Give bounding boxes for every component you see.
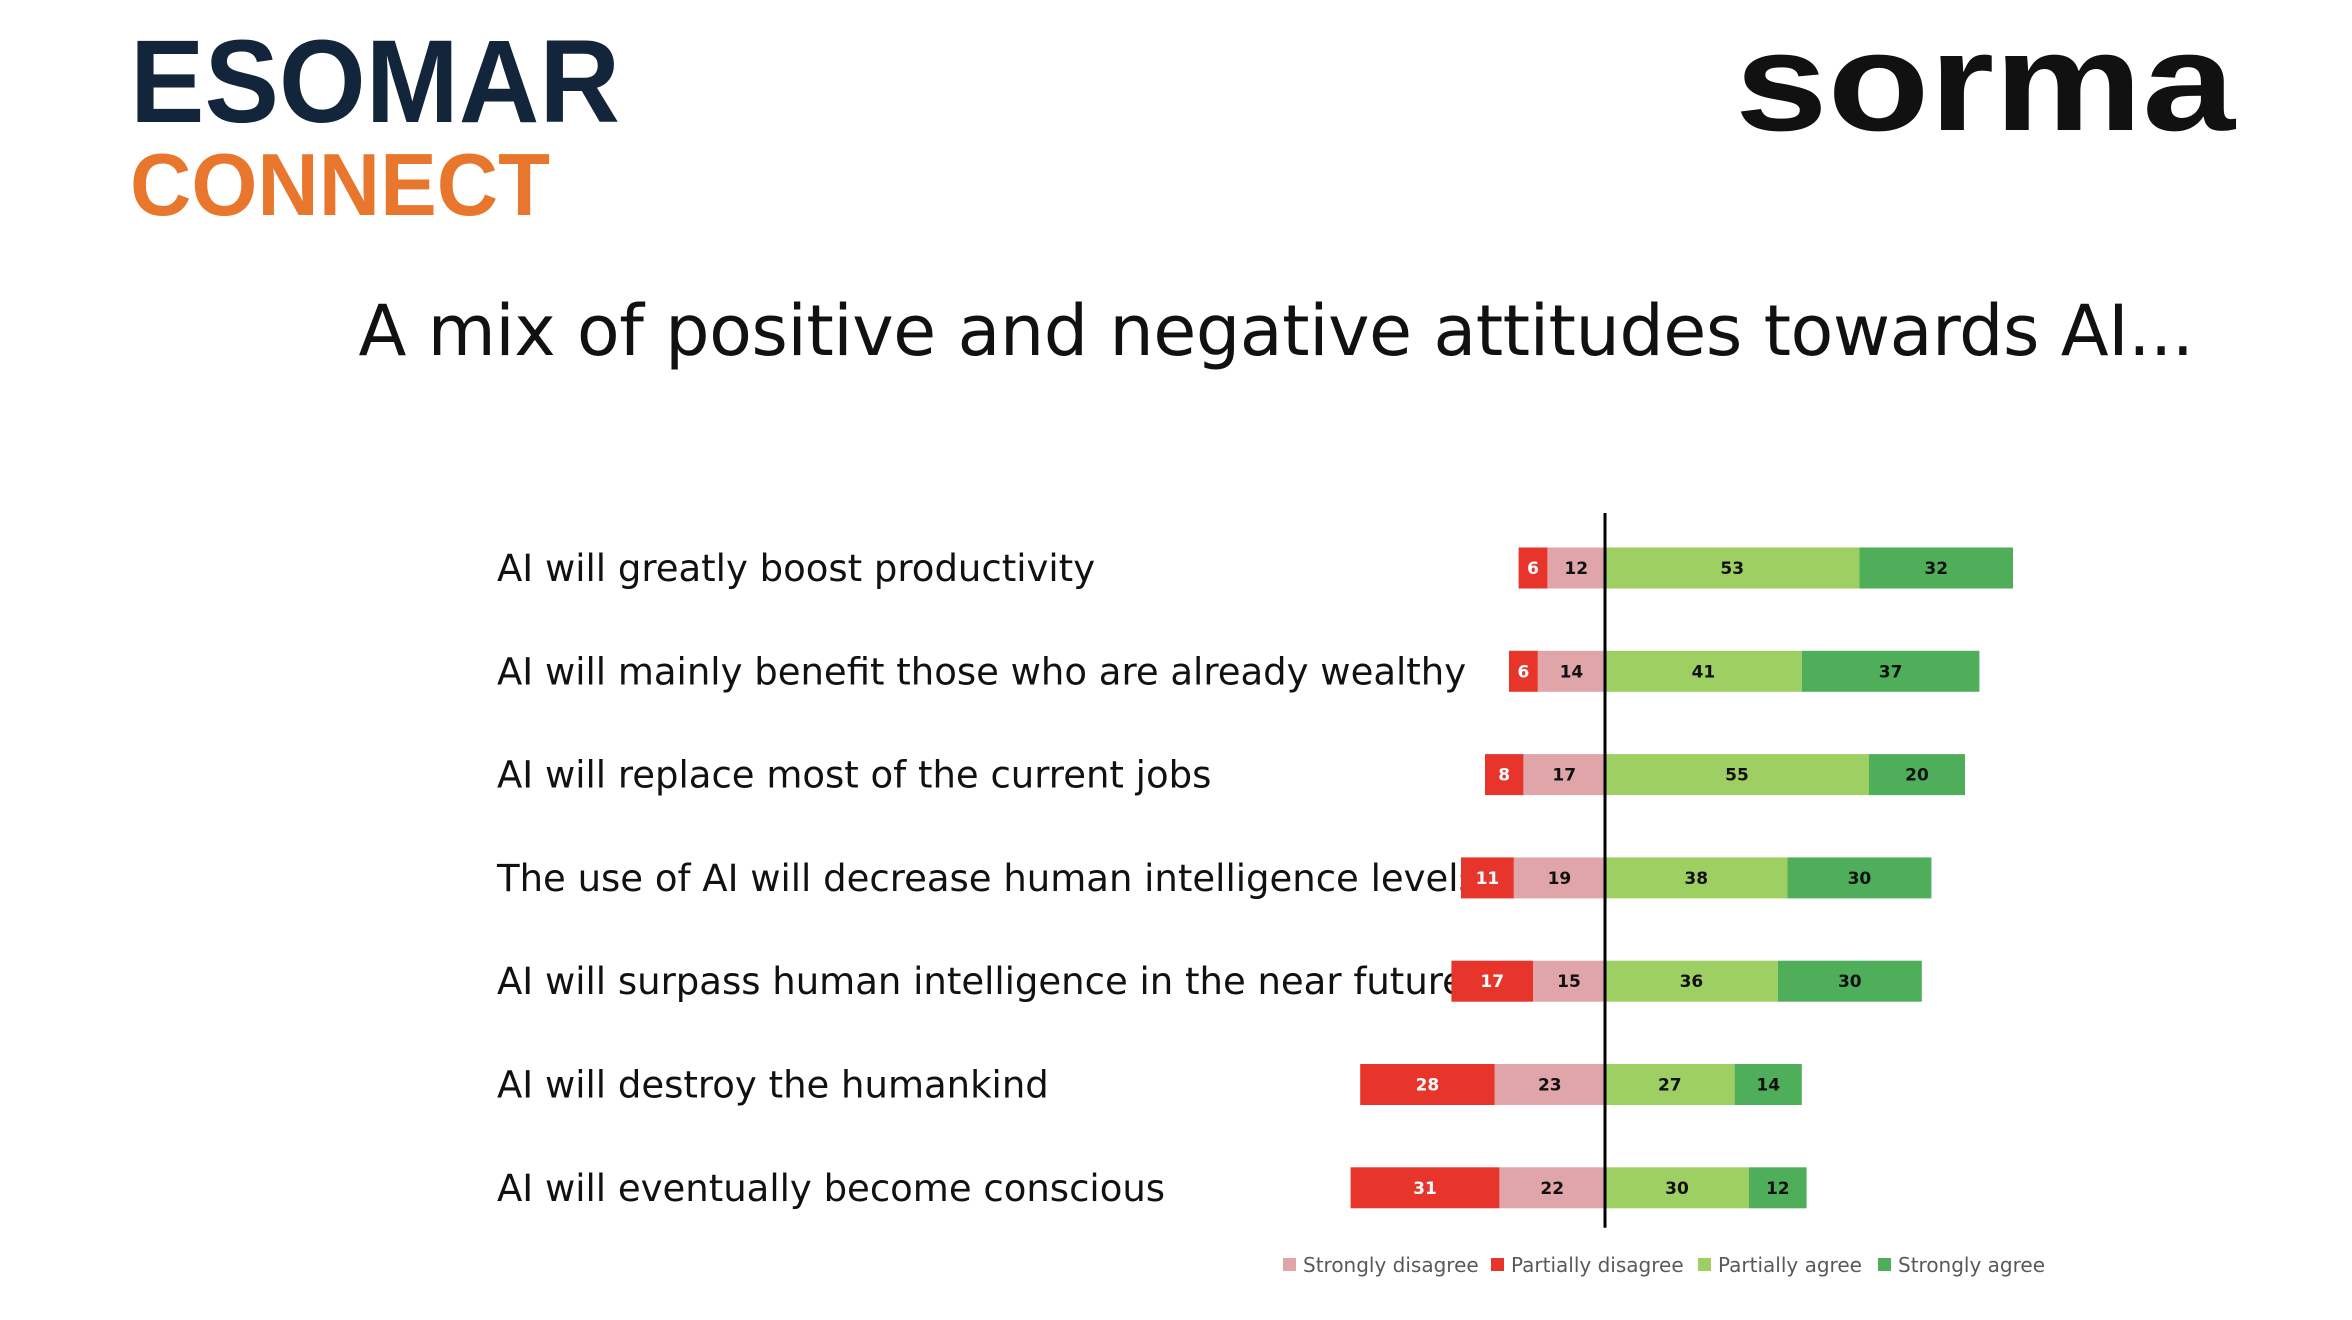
legend-swatch — [1878, 1258, 1891, 1271]
bar-strongly-disagree — [1494, 1064, 1605, 1105]
bar-partially-agree — [1605, 1167, 1749, 1209]
bar-partially-disagree — [1518, 547, 1548, 589]
data-label: 32 — [1924, 559, 1948, 579]
category-label: The use of AI will decrease human intell… — [496, 857, 1478, 900]
logo-sorma-text: sorma — [1735, 30, 2236, 160]
data-label: 37 — [1879, 662, 1903, 682]
bar-strongly-disagree — [1523, 754, 1605, 796]
data-label: 17 — [1480, 972, 1504, 992]
legend-swatch — [1491, 1258, 1504, 1271]
category-label: AI will mainly benefit those who are alr… — [497, 650, 1466, 693]
bar-strongly-disagree — [1537, 650, 1605, 692]
bar-partially-agree — [1605, 754, 1869, 796]
data-label: 30 — [1838, 972, 1862, 992]
data-label: 8 — [1498, 766, 1510, 786]
data-label: 19 — [1548, 869, 1572, 889]
data-label: 15 — [1557, 972, 1581, 992]
bar-partially-disagree — [1485, 754, 1524, 796]
data-label: 38 — [1684, 869, 1708, 889]
legend-label: Strongly disagree — [1303, 1253, 1479, 1277]
category-label: AI will eventually become conscious — [497, 1167, 1165, 1210]
bar-partially-agree — [1605, 1064, 1735, 1105]
chart-title: A mix of positive and negative attitudes… — [358, 290, 2194, 372]
legend-swatch — [1283, 1258, 1296, 1271]
data-label: 22 — [1540, 1179, 1564, 1199]
data-label: 28 — [1416, 1076, 1440, 1096]
data-label: 23 — [1538, 1076, 1562, 1096]
data-label: 14 — [1560, 662, 1584, 682]
data-label: 55 — [1725, 766, 1749, 786]
data-label: 17 — [1552, 766, 1576, 786]
data-label: 11 — [1476, 869, 1500, 889]
category-label: AI will replace most of the current jobs — [497, 754, 1211, 797]
bar-strongly-agree — [1801, 650, 1980, 692]
bar-partially-disagree — [1360, 1064, 1495, 1105]
legend-label: Partially disagree — [1511, 1253, 1684, 1277]
data-label: 20 — [1905, 766, 1929, 786]
bar-partially-disagree — [1461, 857, 1514, 899]
category-label: AI will greatly boost productivity — [497, 547, 1095, 590]
legend-swatch — [1698, 1258, 1711, 1271]
data-label: 14 — [1756, 1076, 1780, 1096]
category-label: AI will destroy the humankind — [497, 1064, 1049, 1107]
sorma-logo: sorma — [1735, 30, 2236, 160]
data-label: 12 — [1564, 559, 1588, 579]
data-label: 27 — [1658, 1076, 1682, 1096]
data-label: 30 — [1848, 869, 1872, 889]
legend-label: Strongly agree — [1898, 1253, 2045, 1277]
bar-strongly-agree — [1749, 1167, 1807, 1209]
data-label: 12 — [1766, 1179, 1790, 1199]
bar-partially-disagree — [1451, 960, 1533, 1002]
bar-strongly-agree — [1734, 1064, 1802, 1105]
data-label: 41 — [1692, 662, 1716, 682]
logo-esomar-text: ESOMAR — [130, 30, 620, 148]
data-label: 30 — [1665, 1179, 1689, 1199]
bar-partially-disagree — [1509, 650, 1538, 692]
bar-strongly-agree — [1859, 547, 2013, 589]
bar-partially-agree — [1605, 857, 1788, 899]
data-label: 31 — [1413, 1179, 1437, 1199]
bar-strongly-disagree — [1513, 857, 1605, 899]
slide-title: A mix of positive and negative attitudes… — [0, 290, 2352, 372]
logo-connect-text: CONNECT — [130, 135, 550, 230]
bar-partially-agree — [1605, 650, 1802, 692]
bar-partially-agree — [1605, 547, 1860, 589]
data-label: 6 — [1527, 559, 1539, 579]
legend-label: Partially agree — [1718, 1253, 1862, 1277]
bar-strongly-agree — [1777, 960, 1922, 1002]
data-label: 36 — [1680, 972, 1704, 992]
bar-strongly-disagree — [1547, 547, 1605, 589]
bar-strongly-agree — [1787, 857, 1932, 899]
category-label: AI will surpass human intelligence in th… — [497, 960, 1465, 1003]
bar-strongly-agree — [1869, 754, 1965, 796]
bar-strongly-disagree — [1533, 960, 1605, 1002]
bar-partially-disagree — [1350, 1167, 1500, 1209]
esomar-connect-logo: ESOMAR CONNECT — [130, 30, 620, 230]
data-label: 53 — [1720, 559, 1744, 579]
data-label: 6 — [1517, 662, 1529, 682]
bar-partially-agree — [1605, 960, 1778, 1002]
bar-strongly-disagree — [1499, 1167, 1605, 1209]
